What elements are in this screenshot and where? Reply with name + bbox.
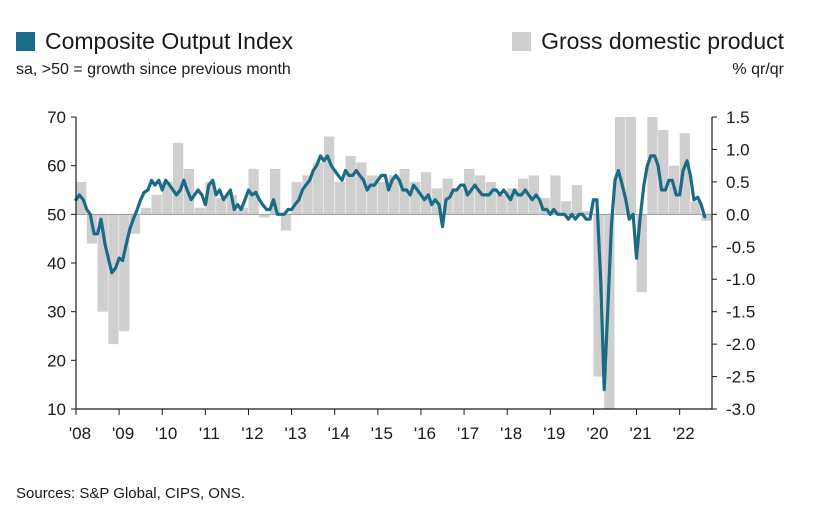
gdp-bar: [679, 133, 690, 215]
right-tick-label: -2.5: [726, 368, 755, 387]
gdp-bar: [162, 181, 173, 215]
gdp-bar: [420, 172, 432, 215]
x-tick-label: '15: [371, 424, 393, 443]
gdp-bar: [517, 178, 529, 215]
left-tick-label: 40: [47, 254, 66, 273]
gdp-bar: [474, 175, 486, 215]
gdp-bar: [614, 117, 626, 215]
gdp-bar: [453, 188, 464, 215]
gdp-bar: [399, 168, 410, 215]
gdp-bar: [173, 142, 184, 215]
right-axis-note: % qr/qr: [732, 61, 784, 78]
gdp-bar: [248, 168, 259, 215]
gdp-bar: [647, 117, 658, 215]
axes: 10 20 30 40 50 60 70 -3.0 -2.5 -2.0 -1.5 -1.0 -0.5 0.…: [47, 108, 755, 443]
gdp-bar: [550, 175, 561, 215]
gdp-bar: [345, 155, 356, 215]
gdp-bar: [280, 214, 292, 231]
right-tick-label: -0.5: [726, 238, 755, 257]
composite-line: [74, 154, 707, 392]
gdp-bar: [625, 117, 637, 215]
gdp-bar: [442, 178, 453, 215]
x-tick-label: '20: [586, 424, 608, 443]
gdp-bar: [108, 214, 119, 345]
gdp-bars: [76, 117, 712, 409]
left-tick-label: 50: [47, 205, 66, 224]
gdp-bar: [571, 185, 583, 215]
x-tick-label: '17: [457, 424, 479, 443]
gdp-bar: [302, 175, 313, 215]
gdp-bar: [701, 214, 712, 221]
x-tick-label: '11: [199, 424, 220, 443]
gdp-bar: [140, 207, 151, 215]
right-tick-label: 1.5: [726, 108, 750, 127]
gdp-bar: [593, 214, 604, 377]
left-tick-label: 60: [47, 157, 66, 176]
right-tick-label: -1.5: [726, 303, 755, 322]
left-tick-label: 20: [47, 351, 66, 370]
left-tick-label: 30: [47, 303, 66, 322]
gdp-bar: [604, 214, 615, 409]
gdp-bar: [496, 194, 507, 215]
gdp-bar: [356, 162, 367, 215]
right-tick-label: 0.5: [726, 173, 750, 192]
gdp-bar: [410, 181, 421, 215]
x-tick-label: '10: [155, 424, 177, 443]
gdp-bar: [216, 198, 227, 215]
gdp-bar: [539, 198, 550, 215]
legend-line: Composite Output Index: [16, 28, 293, 55]
gdp-bar: [205, 181, 216, 215]
legend-line-label: Composite Output Index: [45, 28, 294, 54]
gdp-bar: [291, 181, 302, 215]
gdp-bar: [690, 201, 701, 215]
gdp-bar: [129, 214, 141, 234]
x-tick-label: '14: [328, 424, 350, 443]
gdp-bar: [259, 214, 270, 218]
legend-bar: Gross domestic product: [512, 28, 784, 55]
gdp-bar: [313, 162, 324, 215]
gdp-bar: [636, 214, 647, 293]
gdp-bar: [323, 136, 335, 215]
gdp-bar: [561, 201, 572, 215]
gdp-bar: [388, 175, 399, 215]
legend-bar-label: Gross domestic product: [541, 28, 784, 54]
right-tick-label: -2.0: [726, 335, 755, 354]
x-tick-label: '19: [543, 424, 565, 443]
right-tick-label: -3.0: [726, 400, 755, 419]
x-tick-label: '18: [500, 424, 522, 443]
x-tick-label: '21: [629, 424, 651, 443]
x-tick-label: '12: [241, 424, 263, 443]
right-tick-label: 1.0: [726, 140, 750, 159]
x-tick-label: '22: [673, 424, 695, 443]
gdp-bar: [97, 214, 108, 312]
gdp-bar: [658, 129, 669, 215]
legend-bar-swatch: [512, 32, 532, 51]
right-tick-label: -1.0: [726, 270, 755, 289]
gdp-bar: [194, 207, 205, 215]
legend-line-swatch: [16, 32, 35, 51]
gdp-bar: [237, 207, 248, 215]
gdp-bar: [334, 181, 345, 215]
gdp-bar: [270, 168, 281, 215]
right-tick-label: 0.0: [726, 205, 750, 224]
left-tick-label: 70: [47, 108, 66, 127]
gdp-bar: [377, 181, 389, 215]
x-tick-label: '16: [414, 424, 436, 443]
gdp-bar: [367, 175, 378, 215]
x-tick-label: '13: [285, 424, 307, 443]
gdp-bar: [528, 175, 540, 215]
gdp-bar: [151, 194, 162, 215]
source-note: Sources: S&P Global, CIPS, ONS.: [16, 485, 245, 502]
gdp-bar: [507, 188, 518, 215]
left-axis-note: sa, >50 = growth since previous month: [16, 61, 291, 78]
gdp-bar: [119, 214, 130, 332]
composite-series-line: [74, 154, 707, 392]
x-tick-label: '08: [69, 424, 91, 443]
gdp-bar: [485, 181, 496, 215]
gdp-bar: [582, 211, 593, 215]
x-tick-label: '09: [112, 424, 134, 443]
left-tick-label: 10: [47, 400, 66, 419]
